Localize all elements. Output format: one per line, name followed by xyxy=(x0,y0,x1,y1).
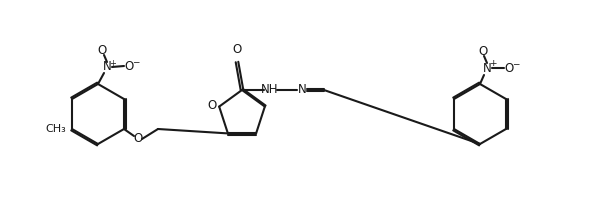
Text: O: O xyxy=(233,43,242,56)
Text: O: O xyxy=(207,99,216,112)
Text: NH: NH xyxy=(261,83,278,96)
Text: N: N xyxy=(103,61,111,73)
Text: −: − xyxy=(512,60,520,69)
Text: +: + xyxy=(110,59,116,68)
Text: N: N xyxy=(483,61,491,74)
Text: O: O xyxy=(479,44,488,58)
Text: +: + xyxy=(489,60,497,69)
Text: O: O xyxy=(124,60,133,72)
Text: CH₃: CH₃ xyxy=(45,124,66,134)
Text: O: O xyxy=(504,61,513,74)
Text: O: O xyxy=(97,43,106,57)
Text: N: N xyxy=(297,83,307,96)
Text: −: − xyxy=(132,58,140,67)
Text: O: O xyxy=(133,133,143,145)
